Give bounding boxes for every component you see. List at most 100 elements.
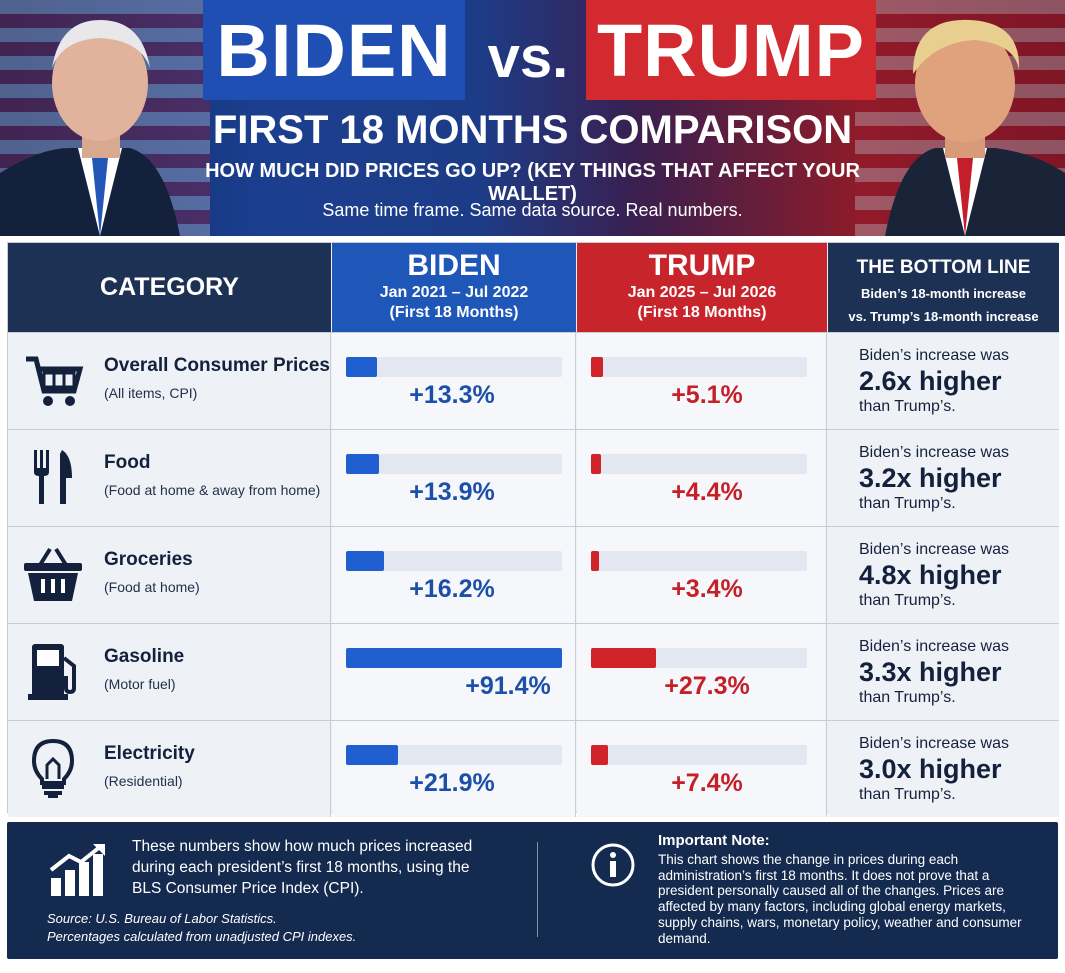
header-trump-period: Jan 2025 – Jul 2026 xyxy=(627,284,777,301)
biden-bar-track xyxy=(346,648,562,668)
category-subtitle: (Motor fuel) xyxy=(104,676,176,692)
biden-bar xyxy=(346,745,398,765)
basket-icon xyxy=(24,547,82,601)
biden-cell: +13.3% xyxy=(332,333,576,429)
category-name: Gasoline xyxy=(104,646,185,667)
biden-cell: +16.2% xyxy=(332,527,576,623)
trump-value-label: +5.1% xyxy=(671,381,743,409)
category-name: Overall Consumer Prices xyxy=(104,355,330,376)
biden-value-label: +91.4% xyxy=(465,672,551,700)
bottom-line-cell: Biden’s increase was 2.6x higher than Tr… xyxy=(828,333,1059,429)
biden-bar-track xyxy=(346,745,562,765)
bar-chart-trend-icon xyxy=(49,844,105,896)
trump-bar-track xyxy=(591,454,807,474)
trump-portrait xyxy=(885,19,1065,236)
bottom-line-outro: than Trump’s. xyxy=(859,495,956,512)
bottom-line-intro: Biden’s increase was xyxy=(859,347,1010,364)
bottom-line-ratio: 2.6x higher xyxy=(859,366,1002,396)
header-trump-note: (First 18 Months) xyxy=(637,304,767,321)
bottom-line-cell: Biden’s increase was 3.3x higher than Tr… xyxy=(828,624,1059,720)
category-cell: Gasoline (Motor fuel) xyxy=(8,624,331,720)
trump-value-label: +27.3% xyxy=(664,672,750,700)
biden-bar xyxy=(346,357,377,377)
biden-bar-track xyxy=(346,357,562,377)
category-subtitle: (Food at home) xyxy=(104,579,200,595)
category-subtitle: (Residential) xyxy=(104,773,183,789)
bottom-line-outro: than Trump’s. xyxy=(859,592,956,609)
footer-source-line1: Source: U.S. Bureau of Labor Statistics. xyxy=(47,911,277,926)
header-category: CATEGORY xyxy=(8,243,331,332)
footer-summary: These numbers show how much prices incre… xyxy=(132,838,473,897)
header-trump: TRUMP Jan 2025 – Jul 2026 (First 18 Mont… xyxy=(577,243,827,332)
table-row: Electricity (Residential) +21.9% +7.4% B… xyxy=(8,720,1059,817)
shopping-cart-icon xyxy=(26,356,84,406)
title-trump: TRUMP xyxy=(586,0,876,100)
trump-cell: +5.1% xyxy=(577,333,827,429)
header-biden-note: (First 18 Months) xyxy=(389,304,519,321)
header-biden-period: Jan 2021 – Jul 2022 xyxy=(379,284,529,301)
bottom-line-outro: than Trump’s. xyxy=(859,689,956,706)
table-row: Overall Consumer Prices (All items, CPI)… xyxy=(8,332,1059,429)
header-bottom-line1: Biden’s 18-month increase xyxy=(861,286,1026,301)
header-bottom-line: THE BOTTOM LINE Biden’s 18-month increas… xyxy=(828,243,1059,332)
bottom-line-ratio: 4.8x higher xyxy=(859,560,1002,590)
title-vs: vs. xyxy=(487,25,569,90)
table-row: Food (Food at home & away from home) +13… xyxy=(8,429,1059,526)
info-icon xyxy=(591,843,635,887)
trump-value-label: +3.4% xyxy=(671,575,743,603)
biden-bar-track xyxy=(346,454,562,474)
subtitle: FIRST 18 MONTHS COMPARISON xyxy=(212,108,853,152)
biden-bar xyxy=(346,551,384,571)
biden-cell: +91.4% xyxy=(332,624,576,720)
trump-bar-track xyxy=(591,648,807,668)
comparison-table: CATEGORY BIDEN Jan 2021 – Jul 2022 (Firs… xyxy=(7,242,1059,817)
trump-bar-track xyxy=(591,551,807,571)
bottom-line-cell: Biden’s increase was 4.8x higher than Tr… xyxy=(828,527,1059,623)
header-biden: BIDEN Jan 2021 – Jul 2022 (First 18 Mont… xyxy=(332,243,576,332)
category-subtitle: (All items, CPI) xyxy=(104,385,198,401)
header-banner: BIDEN vs. TRUMP FIRST 18 MONTHS COMPARIS… xyxy=(0,0,1065,236)
biden-value-label: +13.9% xyxy=(409,478,495,506)
trump-bar-track xyxy=(591,357,807,377)
fork-knife-icon xyxy=(34,450,72,504)
biden-value-label: +21.9% xyxy=(409,769,495,797)
table-row: Groceries (Food at home) +16.2% +3.4% Bi… xyxy=(8,526,1059,623)
bottom-line-intro: Biden’s increase was xyxy=(859,444,1010,461)
bottom-line-outro: than Trump’s. xyxy=(859,398,956,415)
biden-value-label: +13.3% xyxy=(409,381,495,409)
biden-cell: +21.9% xyxy=(332,721,576,817)
trump-bar xyxy=(591,454,601,474)
trump-bar-track xyxy=(591,745,807,765)
footer-source: Source: U.S. Bureau of Labor Statistics.… xyxy=(47,910,487,946)
note-body: This chart shows the change in prices du… xyxy=(658,852,1022,946)
footer-panel: These numbers show how much prices incre… xyxy=(7,822,1058,959)
header-biden-name: BIDEN xyxy=(407,249,501,282)
footer-divider xyxy=(537,842,538,937)
bottom-line-ratio: 3.2x higher xyxy=(859,463,1002,493)
header-bottom-title: THE BOTTOM LINE xyxy=(856,257,1031,278)
biden-value-label: +16.2% xyxy=(409,575,495,603)
trump-cell: +27.3% xyxy=(577,624,827,720)
header-trump-name: TRUMP xyxy=(648,249,756,282)
category-cell: Electricity (Residential) xyxy=(8,721,331,817)
header-bottom-line2: vs. Trump’s 18-month increase xyxy=(848,309,1039,324)
trump-cell: +7.4% xyxy=(577,721,827,817)
footer-source-line2: Percentages calculated from unadjusted C… xyxy=(47,929,357,944)
trump-bar xyxy=(591,648,656,668)
category-name: Food xyxy=(104,452,151,473)
note-title: Important Note: xyxy=(658,832,770,849)
trump-bar xyxy=(591,357,603,377)
bottom-line-ratio: 3.3x higher xyxy=(859,657,1002,687)
biden-bar-track xyxy=(346,551,562,571)
question-line: HOW MUCH DID PRICES GO UP? (KEY THINGS T… xyxy=(205,160,860,205)
bottom-line-intro: Biden’s increase was xyxy=(859,638,1010,655)
biden-bar xyxy=(346,648,562,668)
title-biden: BIDEN xyxy=(203,0,465,100)
category-cell: Food (Food at home & away from home) xyxy=(8,430,331,526)
trump-bar xyxy=(591,551,599,571)
category-cell: Overall Consumer Prices (All items, CPI) xyxy=(8,333,331,429)
category-subtitle: (Food at home & away from home) xyxy=(104,482,321,498)
tagline: Same time frame. Same data source. Real … xyxy=(322,200,743,220)
trump-cell: +3.4% xyxy=(577,527,827,623)
light-bulb-icon xyxy=(31,738,75,798)
